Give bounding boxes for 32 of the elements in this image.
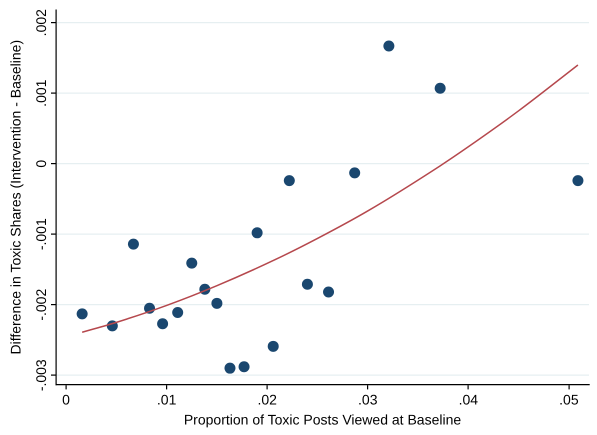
point: [323, 286, 334, 298]
point: [572, 175, 584, 186]
point: [224, 362, 236, 374]
x-tick-label: .04: [458, 392, 478, 408]
point: [349, 167, 360, 178]
y-tick-label: 0: [32, 160, 49, 168]
x-tick-label: .03: [358, 392, 378, 408]
point: [172, 306, 184, 318]
point: [76, 308, 88, 320]
y-tick-label: .002: [32, 8, 49, 36]
point: [383, 40, 394, 52]
point: [186, 258, 198, 269]
x-tick-label: .01: [156, 392, 177, 408]
x-axis-title: Proportion of Toxic Posts Viewed at Baseline: [184, 411, 462, 428]
point: [211, 298, 222, 309]
y-tick-label: -.002: [32, 288, 49, 321]
y-tick-label: .001: [32, 79, 49, 107]
y-tick-label: -.001: [32, 218, 49, 250]
x-tick-label: 0: [62, 392, 70, 408]
x-tick-label: .05: [559, 392, 579, 408]
y-axis-title: Difference in Toxic Shares (Intervention - Baseline): [7, 40, 24, 355]
point: [302, 278, 313, 290]
point: [238, 361, 250, 372]
point: [268, 340, 279, 352]
x-tick-label: .02: [257, 392, 278, 408]
point: [284, 175, 295, 186]
point: [157, 318, 168, 330]
point: [128, 238, 139, 250]
point: [252, 227, 263, 238]
point: [434, 82, 446, 94]
line-series: [81, 64, 579, 333]
y-tick-label: -.003: [32, 359, 49, 392]
